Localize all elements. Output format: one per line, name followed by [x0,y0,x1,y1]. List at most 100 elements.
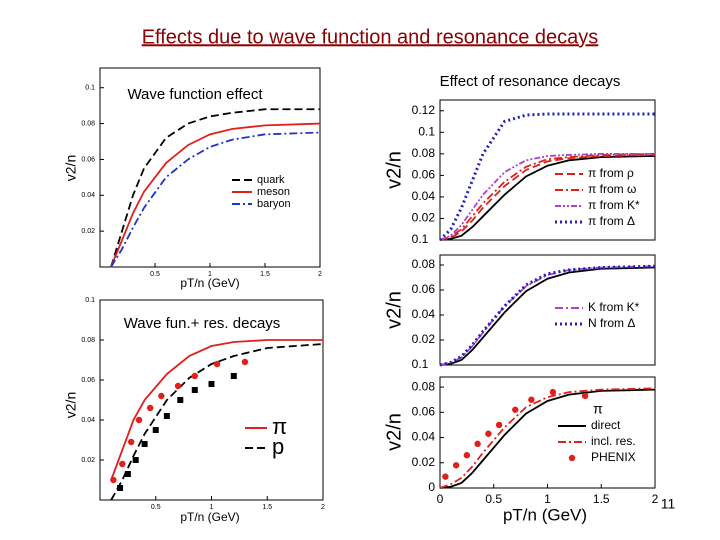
data-point [177,397,184,403]
series-line [110,108,320,268]
plot-frame [439,99,656,241]
y-axis-label: v2/n [63,392,79,418]
y-tick-label: 0.02 [412,211,436,225]
chart-panel: Effect of resonance decays 0.02 0.04 0.06 0.… [383,73,656,246]
data-point [191,372,198,380]
slide-title: Effects due to wave function and resonan… [142,26,599,48]
x-tick-label: 2 [318,271,322,278]
legend-label: meson [257,186,290,198]
data-point [241,358,249,366]
y-axis-label: v2/n [383,413,405,451]
legend-label: π from K* [588,198,640,212]
x-tick-label: 1.5 [262,504,272,511]
x-tick-label: 1.5 [593,492,610,506]
data-point [512,406,519,413]
plot-frame [439,376,656,489]
y-tick-label: 0.08 [412,146,436,160]
page-number: 11 [661,496,676,512]
legend-label: π [272,414,287,439]
data-point [119,460,126,468]
series-line [110,122,321,268]
y-tick-label: 0.08 [81,337,95,344]
legend-label: N from Δ [588,316,635,330]
legend-label: baryon [257,198,291,210]
data-point [124,471,131,477]
y-tick-label: 0.08 [81,120,95,127]
x-axis-label: pT/n (GeV) [503,505,587,524]
y-tick-label: 0.06 [81,156,95,163]
corner-label: 0.1 [412,357,429,371]
data-point [452,462,460,469]
y-tick-label: 0 [428,480,435,494]
x-tick-label: 0 [437,492,444,506]
y-axis-label: v2/n [383,291,405,329]
y-tick-label: 0.02 [412,455,436,469]
data-point [528,396,535,403]
y-tick-label: 0.1 [85,297,95,304]
data-point [152,427,159,433]
chart-panel: Wave function effect 0.5 1 1.5 2 0.02 0.04 0.06… [63,67,322,290]
y-tick-label: 0.12 [412,103,436,117]
data-point [581,392,589,400]
legend-marker [568,454,576,462]
chart-panel: Wave fun.+ res. decays 0.5 1 1.5 2 0.02 0.04 0.… [63,297,325,524]
y-tick-label: 0.04 [81,417,95,424]
x-tick-label: 0.5 [151,504,161,511]
chart-panel: 0.02 0.04 0.06 0.08 0.1 v2/n K from K* N from Δ [383,254,656,371]
chart-panel: 0 0.5 1 1.5 2 0 0.02 0.04 0.06 0.08 pT/n (GeV) v2/n… [383,376,659,524]
data-point [146,404,154,412]
series-line [438,112,655,242]
x-tick-label: 1 [208,271,212,278]
x-tick-label: 1 [544,492,551,506]
legend-title: π [593,401,603,417]
y-tick-label: 0.08 [412,379,436,393]
data-point [495,421,503,429]
data-point [141,441,148,447]
data-point [463,452,471,459]
y-tick-label: 0.1 [85,85,95,92]
y-tick-label: 0.06 [81,377,95,384]
data-point [158,392,165,400]
series-line [439,388,656,489]
x-tick-label: 0.5 [150,271,160,278]
legend-label: π from ω [588,182,636,196]
x-tick-label: 2 [652,492,659,506]
data-point [213,360,221,368]
data-point [208,381,215,387]
x-tick-label: 1 [210,504,214,511]
series-line [110,131,321,268]
legend-label: incl. res. [591,434,636,448]
y-tick-label: 0.04 [412,189,436,203]
reference-line [439,266,656,366]
y-tick-label: 0.06 [412,168,436,182]
legend-label: π from ρ [588,166,634,180]
data-point [442,473,449,480]
y-tick-label: 0.04 [81,192,95,199]
data-point [191,387,198,393]
data-point [230,373,237,379]
legend-label: p [272,434,284,459]
reference-line [439,155,656,241]
y-tick-label: 0.04 [412,430,436,444]
x-tick-label: 2 [321,504,325,511]
legend-label: π from Δ [588,214,635,228]
y-tick-label: 0.08 [412,257,436,271]
legend-label: quark [257,174,285,186]
y-tick-label: 0.06 [412,404,436,418]
y-axis-label: v2/n [383,151,405,189]
y-tick-label: 0.06 [412,282,436,296]
data-point [549,388,557,396]
series-line [439,387,656,489]
series-line [439,264,656,367]
x-axis-label: pT/n (GeV) [180,276,239,290]
data-point [174,382,182,390]
y-tick-label: 0.02 [81,228,95,235]
chart-title: Effect of resonance decays [440,73,621,90]
data-point [117,485,124,491]
legend-label: PHENIX [591,450,636,464]
x-axis-label: pT/n (GeV) [180,510,239,524]
plot-frame [439,254,656,366]
y-tick-label: 0.1 [418,124,435,138]
data-point [132,457,139,463]
y-tick-label: 0.02 [81,457,95,464]
